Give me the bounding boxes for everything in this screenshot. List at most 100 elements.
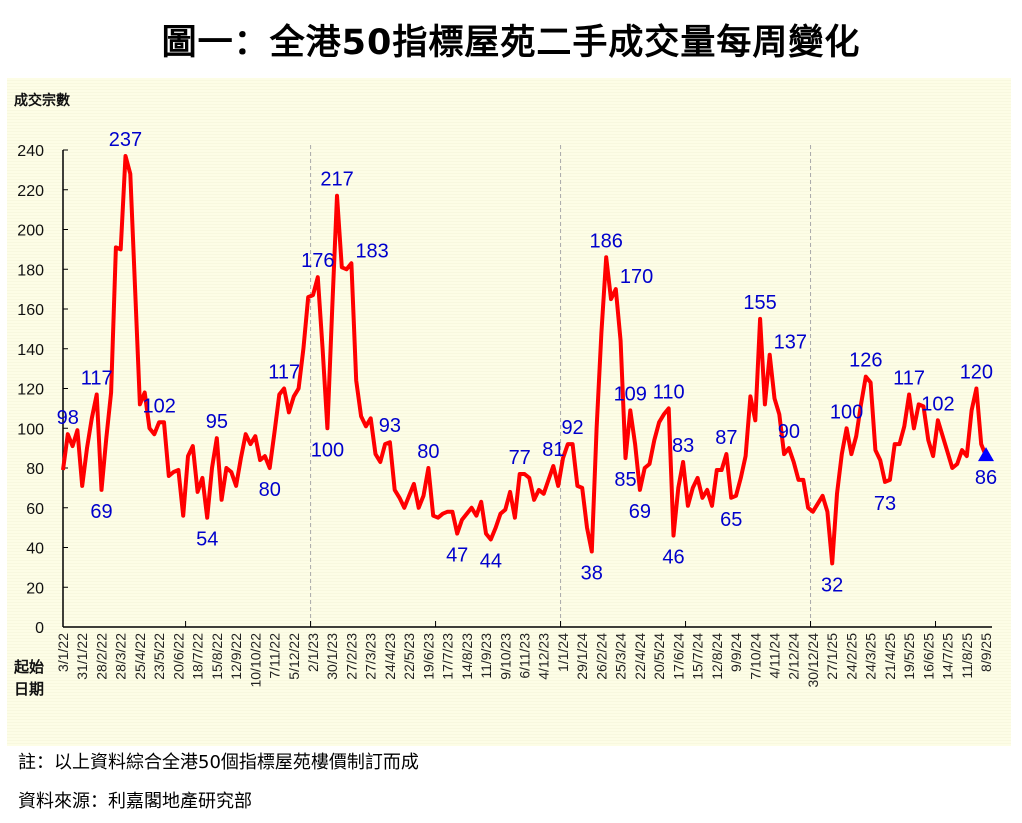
x-tick-label: 8/9/25 bbox=[978, 633, 994, 672]
x-tick-label: 27/3/23 bbox=[363, 633, 379, 680]
x-tick-label: 4/12/23 bbox=[536, 633, 552, 680]
x-tick-label: 19/5/25 bbox=[901, 633, 917, 680]
data-label: 155 bbox=[743, 292, 776, 314]
data-label: 117 bbox=[893, 367, 925, 389]
data-label: 54 bbox=[196, 529, 218, 551]
x-tick-label: 27/1/25 bbox=[824, 633, 840, 680]
data-label: 100 bbox=[311, 439, 344, 461]
x-tick-label: 5/12/22 bbox=[286, 633, 302, 680]
y-tick-label: 240 bbox=[17, 143, 44, 160]
x-tick-label: 11/9/23 bbox=[478, 633, 494, 679]
data-label: 69 bbox=[90, 501, 112, 523]
data-label: 137 bbox=[774, 332, 807, 354]
data-label: 186 bbox=[590, 230, 623, 252]
x-tick-label: 26/2/24 bbox=[593, 633, 609, 680]
x-tick-label: 25/3/24 bbox=[613, 633, 629, 680]
y-tick-label: 160 bbox=[17, 302, 44, 319]
x-tick-label: 18/7/22 bbox=[190, 633, 206, 680]
data-label: 120 bbox=[960, 362, 993, 384]
data-label: 237 bbox=[109, 129, 142, 151]
y-tick-label: 220 bbox=[17, 183, 44, 200]
data-label: 183 bbox=[355, 240, 388, 262]
x-tick-label: 25/4/22 bbox=[132, 633, 148, 680]
x-tick-label: 29/1/24 bbox=[574, 633, 590, 680]
y-tick-label: 60 bbox=[26, 501, 44, 518]
data-label: 93 bbox=[379, 415, 401, 437]
y-tick-label: 120 bbox=[17, 382, 44, 399]
x-tick-label: 24/4/23 bbox=[382, 633, 398, 680]
x-tick-label: 9/10/23 bbox=[497, 633, 513, 680]
x-tick-label: 20/5/24 bbox=[651, 633, 667, 680]
x-tick-label: 14/7/25 bbox=[940, 633, 956, 680]
source-note: 資料來源：利嘉閣地產研究部 bbox=[18, 791, 252, 812]
y-tick-label: 40 bbox=[26, 541, 44, 558]
x-tick-label: 30/1/23 bbox=[324, 633, 340, 680]
x-tick-label: 1/1/24 bbox=[555, 633, 571, 672]
data-label: 92 bbox=[561, 417, 583, 439]
y-tick-label: 100 bbox=[17, 421, 44, 438]
data-label: 85 bbox=[614, 469, 636, 491]
y-axis-label: 成交宗數 bbox=[14, 93, 70, 109]
data-label: 44 bbox=[480, 551, 502, 573]
data-label: 73 bbox=[874, 493, 896, 515]
x-tick-label: 21/4/25 bbox=[882, 633, 898, 680]
x-tick-label: 28/2/22 bbox=[93, 633, 109, 680]
data-label: 117 bbox=[81, 367, 113, 389]
data-label: 80 bbox=[417, 441, 439, 463]
data-label: 102 bbox=[142, 395, 175, 417]
x-tick-label: 20/6/22 bbox=[170, 633, 186, 680]
x-tick-label: 24/2/25 bbox=[843, 633, 859, 680]
data-label: 110 bbox=[653, 381, 685, 403]
data-label: 81 bbox=[542, 439, 564, 461]
y-tick-label: 0 bbox=[35, 620, 44, 637]
data-label: 117 bbox=[268, 362, 300, 384]
data-label: 80 bbox=[259, 479, 281, 501]
x-tick-label: 22/4/24 bbox=[632, 633, 648, 680]
x-tick-label: 15/7/24 bbox=[690, 633, 706, 680]
x-tick-label: 9/9/24 bbox=[728, 633, 744, 672]
data-label: 86 bbox=[975, 467, 997, 489]
data-label: 90 bbox=[778, 421, 800, 443]
y-tick-label: 140 bbox=[17, 342, 44, 359]
x-tick-label: 7/11/22 bbox=[267, 633, 283, 679]
data-label: 176 bbox=[301, 250, 334, 272]
data-label: 126 bbox=[849, 350, 882, 372]
x-tick-label: 17/6/24 bbox=[670, 633, 686, 680]
x-tick-label: 31/1/22 bbox=[74, 633, 90, 680]
data-label: 38 bbox=[581, 562, 603, 584]
data-label: 217 bbox=[320, 169, 353, 191]
x-tick-label: 30/12/24 bbox=[805, 633, 821, 688]
x-tick-label: 15/8/22 bbox=[209, 633, 225, 680]
x-tick-label: 4/11/24 bbox=[766, 633, 782, 679]
x-tick-label: 12/8/24 bbox=[709, 633, 725, 680]
x-tick-label: 12/9/22 bbox=[228, 633, 244, 680]
x-tick-label: 7/10/24 bbox=[747, 633, 763, 680]
data-label: 46 bbox=[662, 547, 684, 569]
x-axis-label-line2: 日期 bbox=[14, 680, 45, 698]
data-label: 69 bbox=[629, 501, 651, 523]
x-tick-label: 24/3/25 bbox=[863, 633, 879, 680]
chart-title: 圖一：全港50指標屋苑二手成交量每周變化 bbox=[161, 23, 861, 63]
chart-panel bbox=[7, 78, 1011, 746]
data-label: 109 bbox=[614, 383, 647, 405]
data-label: 95 bbox=[206, 411, 228, 433]
x-tick-label: 2/1/23 bbox=[305, 633, 321, 672]
data-label: 83 bbox=[672, 435, 694, 457]
x-tick-label: 28/3/22 bbox=[113, 633, 129, 680]
data-label: 100 bbox=[830, 401, 863, 423]
x-tick-label: 27/2/23 bbox=[343, 633, 359, 680]
latest-point-marker bbox=[978, 447, 994, 462]
data-label: 65 bbox=[720, 509, 742, 531]
x-tick-label: 11/8/25 bbox=[959, 633, 975, 679]
x-tick-label: 19/6/23 bbox=[420, 633, 436, 680]
x-axis-label-line1: 起始 bbox=[14, 658, 45, 676]
y-tick-label: 200 bbox=[17, 223, 44, 240]
data-label: 32 bbox=[821, 574, 843, 596]
x-tick-label: 22/5/23 bbox=[401, 633, 417, 680]
x-tick-label: 10/10/22 bbox=[247, 633, 263, 688]
data-label: 47 bbox=[446, 545, 468, 567]
x-tick-label: 23/5/22 bbox=[151, 633, 167, 680]
series-line bbox=[61, 154, 988, 566]
x-tick-label: 2/12/24 bbox=[786, 633, 802, 680]
